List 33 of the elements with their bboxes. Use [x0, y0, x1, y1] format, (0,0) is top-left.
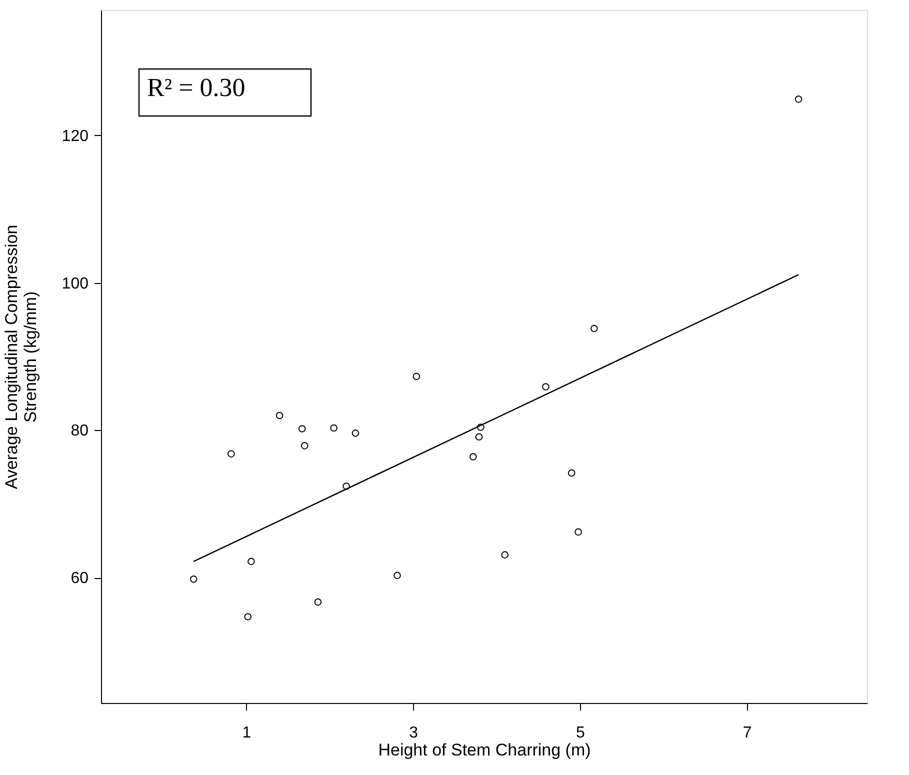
point — [394, 572, 401, 580]
point — [228, 450, 235, 458]
point — [314, 598, 322, 606]
x-tick-label: 5 — [576, 724, 586, 742]
point — [412, 372, 420, 380]
point — [342, 482, 350, 490]
point — [469, 453, 477, 460]
y-tick-label: 120 — [62, 128, 89, 145]
annotation: R² = 0.30 — [147, 73, 246, 102]
point — [248, 558, 255, 566]
point — [276, 412, 284, 420]
point — [352, 430, 360, 437]
point — [330, 424, 338, 432]
point — [300, 442, 308, 450]
point — [542, 383, 550, 390]
point — [477, 424, 484, 431]
y-tick-label: 100 — [62, 275, 89, 292]
y-axis-title: Average Longitudinal Compression Strength (kg/mm) — [2, 224, 40, 490]
point — [574, 528, 582, 536]
point — [298, 425, 306, 432]
point — [501, 551, 509, 558]
point — [244, 613, 252, 620]
point — [475, 433, 483, 441]
y-tick-label: 80 — [70, 422, 89, 440]
x-axis-title: Height of Stem Charring (m) — [378, 740, 591, 760]
x-tick-label: 7 — [742, 724, 752, 742]
x-tick-label: 3 — [409, 724, 418, 742]
point — [794, 96, 802, 103]
point — [568, 469, 576, 477]
x-tick-label: 1 — [242, 724, 252, 742]
point — [590, 324, 598, 332]
point — [190, 575, 198, 583]
y-tick-label: 60 — [70, 570, 89, 588]
